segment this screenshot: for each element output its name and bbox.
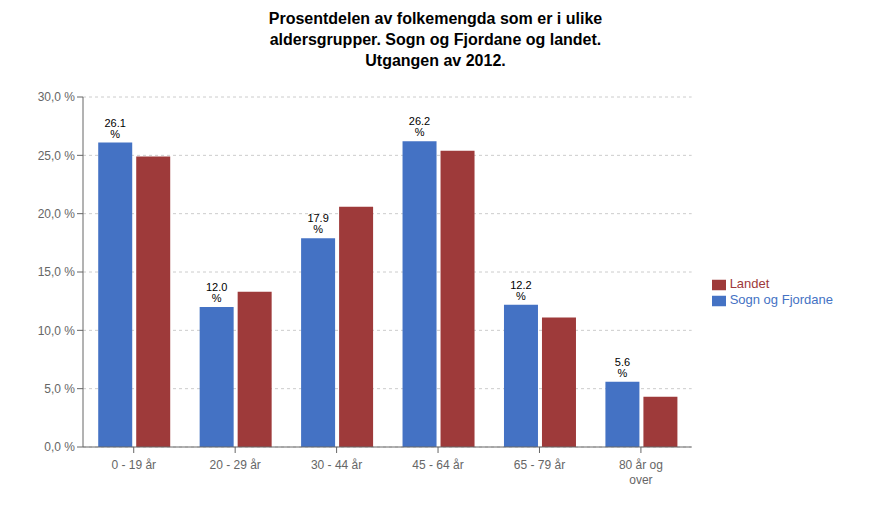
svg-text:12.0%: 12.0% (206, 281, 227, 304)
svg-text:25,0 %: 25,0 % (38, 149, 76, 163)
html-text:Prosentdelen av folkemengda so: Prosentdelen av folkemengda som er i uli… (268, 10, 603, 27)
svg-text:12.2%: 12.2% (510, 279, 531, 302)
svg-text:45 - 64 år: 45 - 64 år (412, 458, 463, 472)
html-text:aldersgrupper. Sogn og Fjordan: aldersgrupper. Sogn og Fjordane og lande… (269, 31, 602, 48)
svg-text:26.1%: 26.1% (105, 117, 126, 140)
svg-text:65 - 79 år: 65 - 79 år (514, 458, 565, 472)
svg-text:20,0 %: 20,0 % (38, 207, 76, 221)
svg-text:5,0 %: 5,0 % (44, 382, 75, 396)
svg-text:0 - 19 år: 0 - 19 år (111, 458, 156, 472)
svg-text:80 år ogover: 80 år ogover (619, 458, 663, 487)
svg-text:17.9%: 17.9% (307, 212, 328, 235)
svg-text:5.6%: 5.6% (615, 356, 630, 379)
svg-text:10,0 %: 10,0 % (38, 324, 76, 338)
svg-text:20 - 29 år: 20 - 29 år (209, 458, 260, 472)
svg-text:15,0 %: 15,0 % (38, 265, 76, 279)
svg-text:26.2%: 26.2% (409, 115, 430, 138)
html-text:Landet: Landet (729, 276, 770, 292)
html-text:Sogn og Fjordane: Sogn og Fjordane (729, 292, 833, 307)
svg-text:30 - 44 år: 30 - 44 år (311, 458, 362, 472)
html-text:Utgangen av 2012.: Utgangen av 2012. (365, 52, 506, 69)
svg-text:30,0 %: 30,0 % (38, 90, 76, 104)
svg-text:0,0 %: 0,0 % (44, 440, 75, 454)
